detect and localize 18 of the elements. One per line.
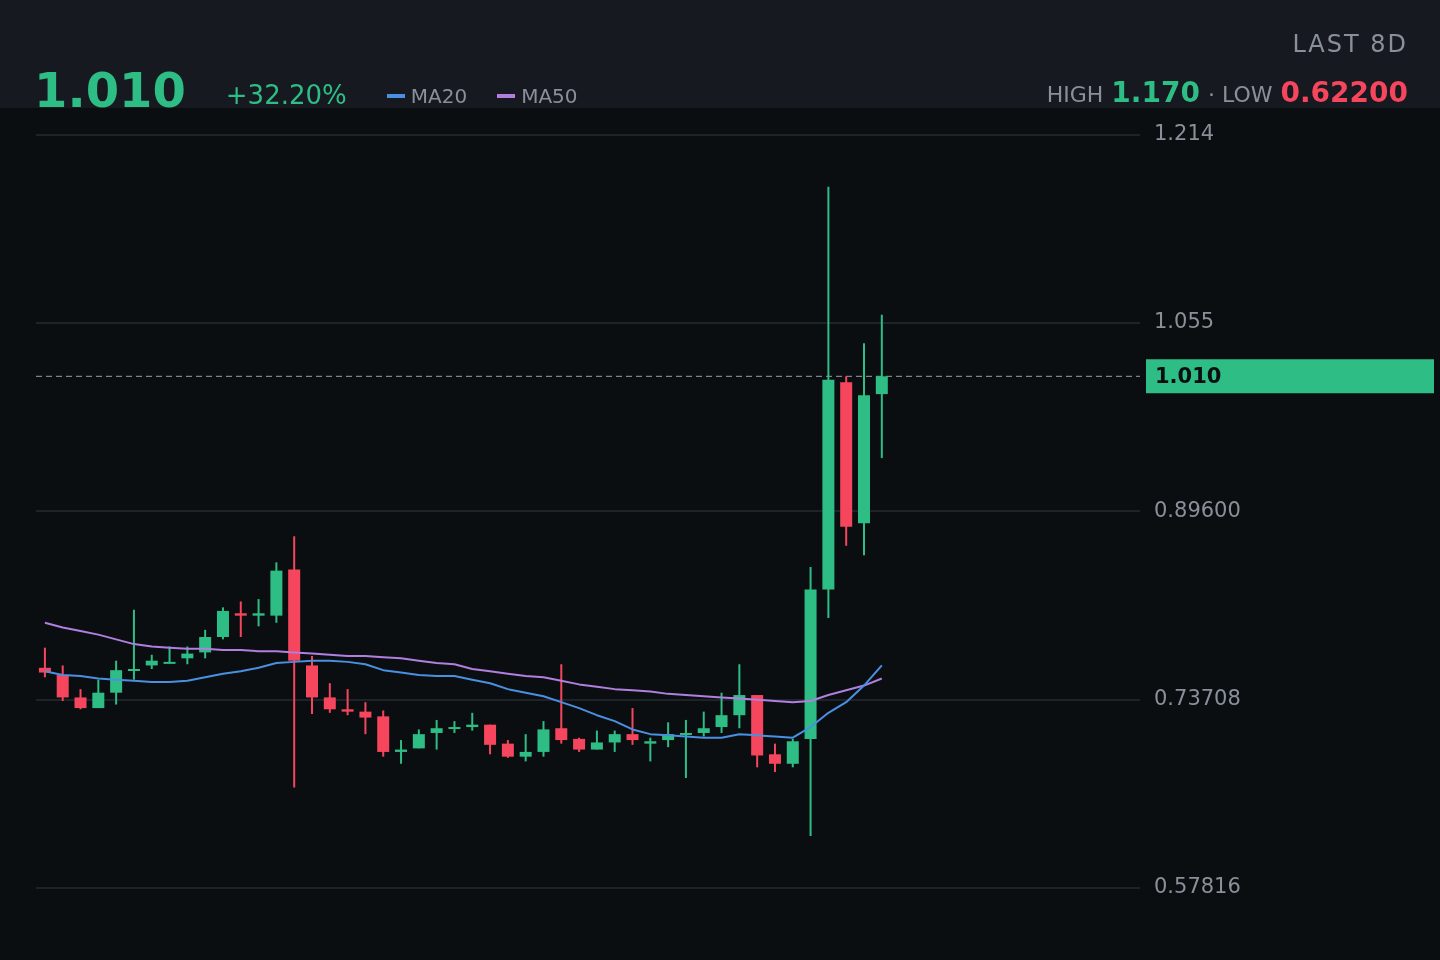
candlestick xyxy=(234,601,247,637)
ref-line-label: 1.010 xyxy=(1155,363,1222,388)
text: LAST 8D xyxy=(1292,30,1408,58)
y-tick-label: 1.214 xyxy=(1154,121,1215,146)
text: +32.20% xyxy=(225,80,347,110)
y-tick-label: 1.055 xyxy=(1154,309,1215,334)
y-tick-label: 0.73708 xyxy=(1154,686,1241,711)
y-tick-label: 0.57816 xyxy=(1154,874,1241,899)
legend-label: MA50 xyxy=(521,84,578,108)
y-tick-label: 0.89600 xyxy=(1154,497,1241,522)
candlestick xyxy=(679,719,692,778)
candlestick xyxy=(127,609,140,680)
text: 0.62200 xyxy=(1280,76,1408,109)
text: HIGH xyxy=(1046,82,1104,107)
text: 1.170 xyxy=(1111,76,1200,109)
legend-label: MA20 xyxy=(410,84,468,108)
text: 1.010 xyxy=(34,62,186,118)
text: · LOW xyxy=(1207,82,1273,107)
